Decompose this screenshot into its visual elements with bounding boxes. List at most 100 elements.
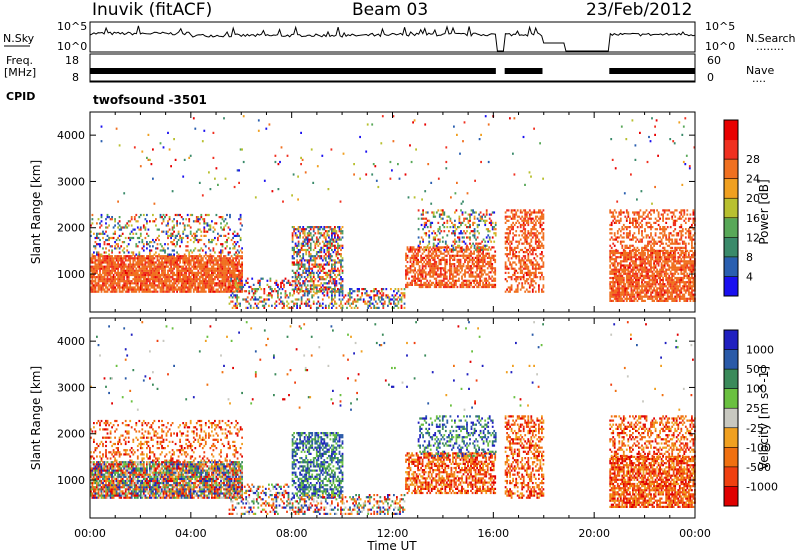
heatmap-cell (473, 252, 475, 255)
heatmap-cell (121, 249, 124, 252)
heatmap-cell (236, 282, 239, 285)
heatmap-cell (281, 288, 284, 291)
heatmap-cell (515, 280, 518, 283)
heatmap-cell (506, 246, 508, 249)
heatmap-cell (442, 275, 445, 278)
heatmap-cell (519, 288, 522, 291)
heatmap-cell (235, 257, 237, 260)
heatmap-cell (415, 271, 418, 274)
heatmap-cell (612, 283, 615, 286)
heatmap-cell (320, 265, 323, 268)
heatmap-cell (251, 277, 254, 280)
heatmap-cell (412, 258, 415, 261)
heatmap-cell (162, 263, 165, 266)
heatmap-cell (299, 226, 301, 229)
heatmap-cell (223, 265, 225, 268)
heatmap-cell (367, 304, 370, 307)
heatmap-cell (156, 255, 159, 258)
heatmap-cell (510, 223, 513, 227)
heatmap-cell (480, 269, 483, 272)
heatmap-cell (268, 285, 270, 289)
heatmap-cell (438, 260, 441, 264)
heatmap-cell (141, 259, 144, 262)
heatmap-cell (510, 248, 513, 252)
heatmap-cell (486, 260, 489, 264)
heatmap-cell (477, 273, 480, 276)
heatmap-cell (633, 260, 636, 263)
heatmap-cell (127, 263, 130, 266)
heatmap-cell (411, 256, 413, 259)
heatmap-cell (512, 253, 514, 256)
heatmap-cell (519, 238, 522, 241)
heatmap-cell (161, 265, 163, 268)
heatmap-cell (531, 217, 534, 220)
heatmap-cell (296, 251, 298, 254)
heatmap-cell (204, 271, 207, 274)
heatmap-cell (539, 276, 542, 279)
heatmap-cell (533, 248, 536, 252)
heatmap-cell (449, 277, 451, 280)
heatmap-cell (103, 259, 106, 262)
heatmap-cell (315, 226, 318, 229)
heatmap-cell (430, 256, 433, 259)
heatmap-cell (524, 223, 527, 227)
heatmap-cell (180, 286, 183, 289)
heatmap-cell (96, 265, 98, 268)
heatmap-cell (609, 266, 612, 269)
heatmap-cell (522, 267, 525, 270)
heatmap-cell (442, 285, 445, 289)
heatmap-cell (139, 284, 142, 287)
heatmap-cell (217, 261, 219, 264)
heatmap-cell (534, 253, 537, 256)
heatmap-cell (118, 273, 121, 277)
heatmap-cell (236, 273, 239, 277)
heatmap-cell (494, 258, 497, 261)
heatmap-cell (195, 271, 198, 274)
heatmap-cell (337, 288, 339, 291)
heatmap-cell (341, 269, 344, 272)
heatmap-cell (433, 260, 436, 264)
heatmap-cell (208, 247, 210, 250)
heatmap-cell (312, 280, 315, 283)
heatmap-cell (161, 267, 163, 270)
heatmap-cell (338, 304, 341, 307)
heatmap-cell (223, 290, 225, 293)
heatmap-cell (388, 296, 391, 299)
heatmap-cell (231, 279, 234, 282)
heatmap-cell (332, 298, 335, 301)
heatmap-cell (475, 248, 477, 252)
heatmap-cell (99, 271, 101, 274)
heatmap-cell (97, 243, 100, 246)
heatmap-cell (619, 262, 622, 265)
heatmap-cell (102, 261, 104, 264)
heatmap-cell (447, 285, 450, 289)
heatmap-cell (509, 276, 511, 279)
heatmap-cell (420, 285, 422, 289)
heatmap-cell (450, 263, 453, 266)
heatmap-cell (203, 265, 206, 268)
heatmap-cell (530, 271, 533, 274)
heatmap-cell (368, 294, 371, 297)
heatmap-cell (616, 256, 619, 259)
heatmap-cell (170, 234, 172, 237)
heatmap-cell (522, 236, 525, 239)
heatmap-cell (217, 265, 219, 268)
heatmap-cell (489, 277, 492, 280)
heatmap-cell (180, 238, 183, 242)
heatmap-cell (130, 269, 133, 272)
heatmap-cell (525, 236, 528, 239)
heatmap-cell (121, 278, 124, 281)
heatmap-cell (328, 263, 330, 266)
heatmap-cell (427, 252, 430, 255)
heatmap-cell (146, 222, 148, 225)
heatmap-cell (461, 211, 464, 214)
heatmap-cell (531, 261, 534, 264)
heatmap-cell (412, 271, 415, 274)
heatmap-cell (115, 243, 118, 246)
heatmap-cell (149, 263, 151, 266)
heatmap-cell (458, 221, 461, 224)
heatmap-cell (227, 276, 230, 279)
heatmap-cell (115, 247, 118, 250)
heatmap-cell (507, 267, 510, 270)
heatmap-cell (93, 290, 95, 293)
